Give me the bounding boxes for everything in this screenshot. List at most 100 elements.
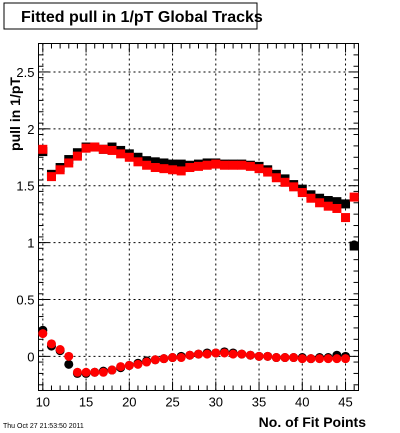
data-point [219, 348, 229, 358]
data-point [263, 351, 273, 361]
data-point [116, 149, 126, 159]
data-point [289, 353, 299, 363]
data-point [38, 329, 48, 339]
data-point [98, 144, 108, 154]
data-point [168, 165, 178, 175]
x-tick-label: 35 [252, 395, 266, 410]
data-point [124, 152, 134, 162]
data-point [72, 151, 82, 161]
data-point [159, 164, 169, 174]
data-point [176, 159, 186, 169]
data-point [323, 196, 333, 206]
data-point [341, 354, 351, 364]
data-point [55, 345, 65, 355]
data-point [133, 157, 143, 167]
data-point [142, 357, 152, 367]
data-point [315, 198, 325, 208]
data-point [142, 160, 152, 170]
data-point [133, 152, 143, 162]
x-tick-label: 20 [122, 395, 136, 410]
data-point [98, 367, 108, 377]
data-point [64, 359, 74, 369]
data-point [211, 159, 221, 169]
data-point [332, 354, 342, 364]
data-point [228, 349, 238, 359]
data-point [297, 188, 307, 198]
data-point [280, 353, 290, 363]
data-point [168, 159, 178, 169]
x-tick-label: 45 [338, 395, 352, 410]
data-point [306, 354, 316, 364]
data-point [55, 165, 65, 175]
data-point [323, 354, 333, 364]
data-point [254, 164, 264, 174]
x-tick-label: 30 [209, 395, 223, 410]
data-point [323, 201, 333, 211]
y-tick-label: 0.5 [16, 292, 34, 307]
data-point [289, 182, 299, 192]
data-point [315, 354, 325, 364]
data-point [219, 160, 229, 170]
data-point [202, 160, 212, 170]
data-point [228, 160, 238, 170]
x-tick-label: 25 [165, 395, 179, 410]
x-tick-label: 10 [36, 395, 50, 410]
data-point [64, 158, 74, 168]
data-point [81, 143, 91, 153]
data-point [185, 350, 195, 360]
chart-title-box: Fitted pull in 1/pT Global Tracks [3, 2, 263, 30]
y-tick-label: 2.5 [16, 65, 34, 80]
y-tick-label: 1 [27, 236, 34, 251]
data-point [176, 166, 186, 176]
data-point [341, 213, 351, 223]
title-frame [3, 2, 258, 30]
data-point [159, 158, 169, 168]
data-point [271, 353, 281, 363]
data-point [263, 167, 273, 177]
data-point [90, 367, 100, 377]
data-point [150, 163, 160, 173]
y-tick-label: 1.5 [16, 179, 34, 194]
timestamp: Thu Oct 27 21:53:50 2011 [3, 423, 84, 430]
data-point [176, 353, 186, 363]
chart-title: Fitted pull in 1/pT Global Tracks [21, 9, 263, 26]
data-point [90, 142, 100, 152]
data-point [254, 351, 264, 361]
data-point [168, 353, 178, 363]
data-point [159, 354, 169, 364]
x-axis-title: No. of Fit Points [259, 414, 367, 430]
data-markers [38, 142, 359, 378]
data-point [349, 192, 359, 202]
data-point [124, 360, 134, 370]
data-point [72, 367, 82, 377]
data-point [107, 145, 117, 155]
data-point [150, 157, 160, 167]
y-axis-title: pull in 1/pT [7, 77, 23, 151]
data-point [38, 144, 48, 154]
data-point [245, 350, 255, 360]
data-point [245, 161, 255, 171]
data-point [332, 203, 342, 213]
data-point [64, 351, 74, 361]
data-point [194, 161, 203, 171]
data-point [194, 349, 203, 359]
data-point [271, 173, 281, 183]
data-point [150, 355, 160, 365]
data-point [142, 156, 152, 166]
data-point [202, 349, 212, 359]
data-point [237, 349, 247, 359]
data-point [280, 177, 290, 187]
data-point [133, 359, 143, 369]
data-point [315, 193, 325, 203]
data-point [306, 193, 316, 203]
data-point [107, 365, 117, 375]
data-point [46, 339, 56, 349]
y-tick-label: 0 [27, 349, 34, 364]
x-tick-label: 40 [295, 395, 309, 410]
data-point [332, 197, 342, 207]
tick-labels: 10 15 20 25 30 35 40 45 0 0.5 1 1.5 2 2.5 [16, 65, 352, 410]
x-tick-label: 15 [79, 395, 93, 410]
data-point [185, 163, 195, 173]
